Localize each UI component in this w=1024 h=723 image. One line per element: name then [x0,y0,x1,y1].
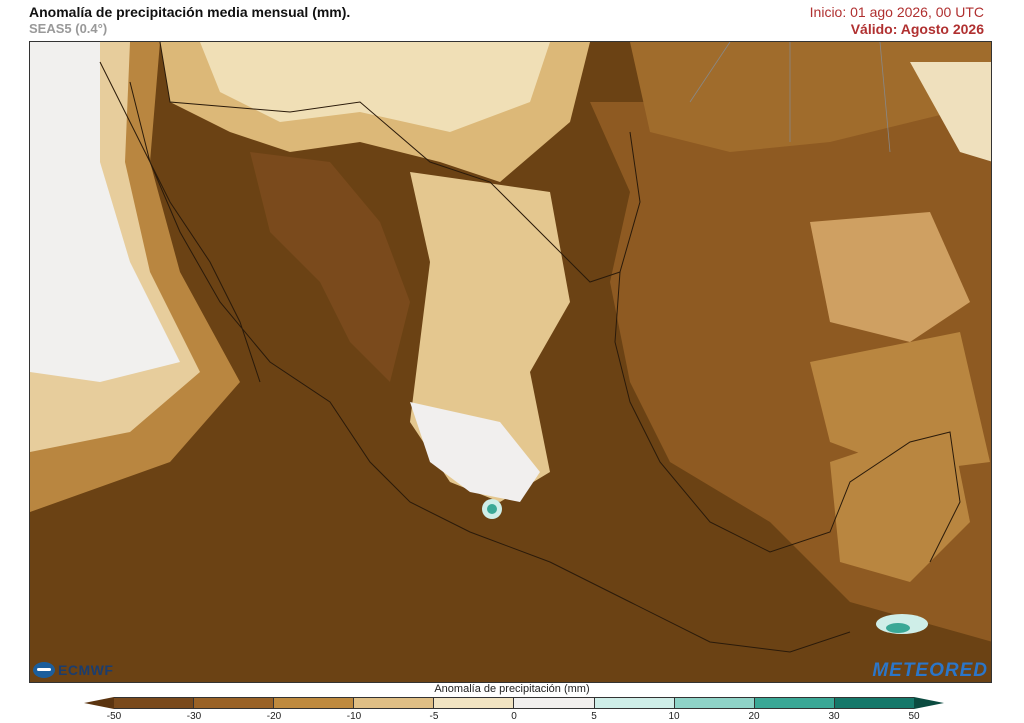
colorbar-tick-label: 50 [908,711,920,722]
colorbar-segment [514,698,595,708]
yucatan-region [830,422,970,582]
sierra-madre-dark [250,152,410,382]
colorbar-title: Anomalía de precipitación (mm) [434,683,590,695]
north-pale-region [200,42,550,132]
colorbar [84,697,944,709]
gulf-light-patch [810,212,970,342]
us-east-pale [910,62,991,162]
colorbar-segment [674,698,755,708]
colorbar-segment [594,698,675,708]
positive-anomaly-jalisco-core [487,504,497,514]
valid-date: Válido: Agosto 2026 [850,21,984,37]
central-neutral-area [410,402,540,502]
colorbar-tick-label: 5 [591,711,597,722]
positive-anomaly-guatemala-core [886,623,910,633]
meteored-logo: METEORED [872,660,988,681]
colorbar-tick-label: -50 [106,711,122,722]
us-south-region [630,42,991,152]
ecmwf-logo: ECMWF [33,662,113,678]
colorbar-segments [114,697,914,709]
map-canvas [30,42,991,682]
colorbar-tick-label: -10 [346,711,362,722]
colorbar-segment [434,698,515,708]
anomaly-map [29,41,992,683]
pacific-coastline [99,61,851,653]
map-title: Anomalía de precipitación media mensual … [29,4,351,20]
colorbar-tick-label: 10 [668,711,680,722]
colorbar-segment [194,698,275,708]
colorbar-segment [114,698,195,708]
colorbar-tick-label: 0 [511,711,517,722]
us-mexico-border [159,42,621,283]
pacific-band-3 [30,42,180,382]
colorbar-tick-label: -5 [429,711,439,722]
colorbar-tick-label: 20 [748,711,760,722]
colorbar-segment [834,698,914,708]
colorbar-tick-label: -30 [186,711,202,722]
gulf-coastline [614,131,961,563]
ecmwf-logo-text: ECMWF [58,662,114,678]
colorbar-segment [754,698,835,708]
ecmwf-logo-icon [33,662,55,678]
colorbar-segment [274,698,355,708]
colorbar-under-arrow [84,697,114,709]
colorbar-tick-label: -20 [266,711,282,722]
model-subtitle: SEAS5 (0.4°) [29,21,108,36]
colorbar-tick-label: 30 [828,711,840,722]
colorbar-over-arrow [914,697,944,709]
us-state-borders [689,42,891,153]
colorbar-ticks: -50 -30 -20 -10 -5 0 5 10 20 30 50 [107,711,920,723]
init-date: Inicio: 01 ago 2026, 00 UTC [809,4,984,20]
colorbar-segment [354,698,435,708]
